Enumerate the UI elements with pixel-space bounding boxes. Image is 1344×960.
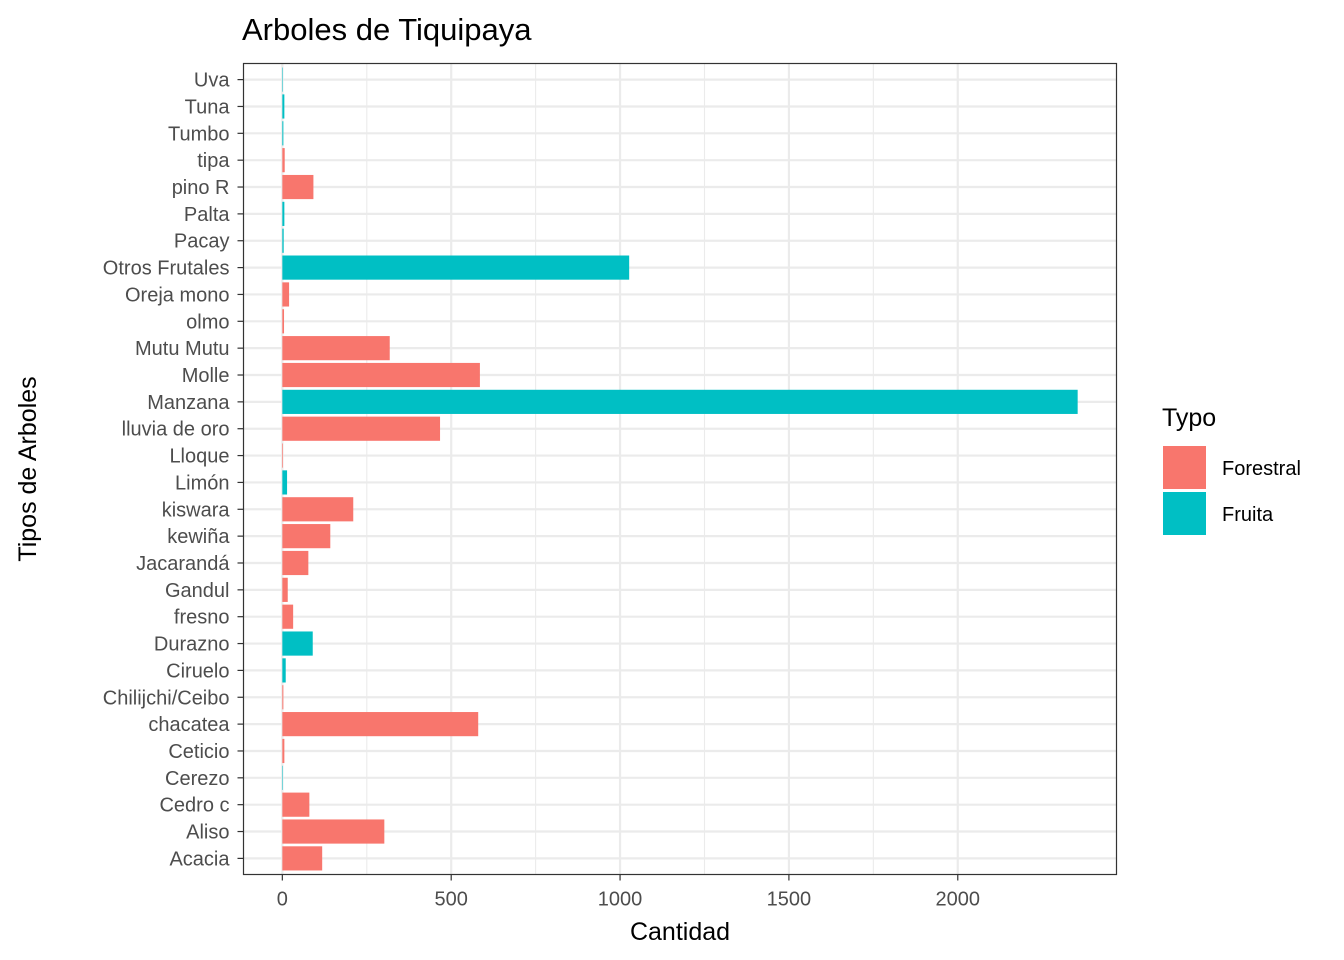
- bar-jacaranda: [282, 550, 309, 576]
- y-tick-label-pino-r: pino R: [172, 177, 230, 199]
- y-tick-label-lloque: Lloque: [169, 446, 229, 468]
- bar-manzana: [282, 389, 1078, 414]
- bar-tumbo: [282, 121, 284, 146]
- chart-title: Arboles de Tiquipaya: [242, 12, 532, 47]
- grid-lines: [243, 63, 1117, 875]
- y-tick-label-pacay: Pacay: [174, 231, 230, 253]
- y-tick-label-oreja-mono: Oreja mono: [125, 284, 230, 306]
- bar-kiswara: [282, 497, 354, 522]
- bar-pacay: [282, 228, 284, 253]
- y-tick-label-palta: Palta: [184, 204, 230, 226]
- y-tick-label-uva: Uva: [194, 70, 230, 92]
- y-tick-label-mutu-mutu: Mutu Mutu: [135, 338, 229, 360]
- y-tick-label-cerezo: Cerezo: [165, 768, 229, 790]
- y-tick-label-tuna: Tuna: [185, 96, 231, 118]
- x-tick-label-500: 500: [435, 889, 468, 911]
- bar-cedro-c: [282, 792, 310, 817]
- x-tick-label-0: 0: [277, 889, 288, 911]
- y-tick-label-limon: Limón: [175, 472, 229, 494]
- y-tick-label-gandul: Gandul: [165, 580, 230, 602]
- bar-aliso: [282, 819, 385, 844]
- y-tick-label-olmo: olmo: [186, 311, 229, 333]
- x-tick-label-2000: 2000: [936, 889, 981, 911]
- y-tick-label-kewina: kewiña: [167, 526, 230, 548]
- y-tick-label-ceticio: Ceticio: [168, 741, 229, 763]
- bar-cerezo: [282, 765, 283, 790]
- y-tick-label-otros-frutales: Otros Frutales: [103, 258, 230, 280]
- y-tick-label-cedro-c: Cedro c: [159, 795, 229, 817]
- bar-molle: [282, 362, 480, 388]
- bar-pino-r: [282, 174, 314, 200]
- bar-acacia: [282, 846, 323, 871]
- bar-limon: [282, 470, 288, 495]
- y-tick-label-lluvia-de-oro: lluvia de oro: [122, 419, 230, 441]
- bars: [282, 67, 1078, 871]
- legend: Typo Forestral Fruita: [1162, 404, 1301, 535]
- y-tick-label-tumbo: Tumbo: [168, 123, 230, 145]
- panel-border: [242, 62, 1118, 876]
- x-tick-label-1500: 1500: [767, 889, 812, 911]
- bar-uva: [282, 67, 283, 92]
- bar-ciruelo: [282, 658, 286, 683]
- bar-tipa: [282, 148, 285, 173]
- bar-olmo: [282, 309, 285, 334]
- legend-title: Typo: [1162, 404, 1216, 432]
- y-tick-label-molle: Molle: [182, 365, 230, 387]
- legend-key-fruita: [1163, 492, 1206, 535]
- y-tick-label-kiswara: kiswara: [162, 499, 231, 521]
- legend-label-fruita: Fruita: [1222, 504, 1274, 526]
- bar-lluvia-de-oro: [282, 416, 441, 441]
- bar-ceticio: [282, 738, 285, 764]
- y-tick-label-manzana: Manzana: [147, 392, 230, 414]
- y-tick-label-ciruelo: Ciruelo: [166, 660, 229, 682]
- bar-tuna: [282, 94, 285, 119]
- y-axis-title: Tipos de Arboles: [14, 376, 42, 561]
- bar-otros-frutales: [282, 255, 630, 280]
- bar-gandul: [282, 577, 288, 602]
- x-tick-label-1000: 1000: [598, 889, 643, 911]
- bar-chacatea: [282, 712, 479, 737]
- y-axis-ticks: Acacia Aliso Cedro c Cerezo Ceticio chacatea C…: [103, 70, 244, 870]
- bar-oreja-mono: [282, 282, 290, 307]
- bar-kewina: [282, 524, 331, 549]
- bar-palta: [282, 201, 285, 226]
- y-tick-label-acacia: Acacia: [169, 848, 230, 870]
- y-tick-label-fresno: fresno: [174, 607, 230, 629]
- bar-chilijchi-ceibo: [282, 685, 284, 710]
- y-tick-label-chacatea: chacatea: [148, 714, 230, 736]
- bar-fresno: [282, 604, 294, 629]
- x-axis-title: Cantidad: [630, 918, 730, 946]
- y-tick-label-chilijchi-ceibo: Chilijchi/Ceibo: [103, 687, 230, 709]
- y-tick-label-aliso: Aliso: [186, 822, 229, 844]
- x-axis-ticks: 0 500 1000 1500 2000: [277, 874, 981, 911]
- legend-label-forestral: Forestral: [1222, 458, 1301, 480]
- y-tick-label-jacaranda: Jacarandá: [136, 553, 230, 575]
- legend-key-forestral: [1163, 446, 1206, 489]
- bar-mutu-mutu: [282, 336, 390, 361]
- bar-durazno: [282, 631, 313, 656]
- y-tick-label-durazno: Durazno: [154, 634, 230, 656]
- y-tick-label-tipa: tipa: [197, 150, 230, 172]
- bar-lloque: [282, 443, 284, 468]
